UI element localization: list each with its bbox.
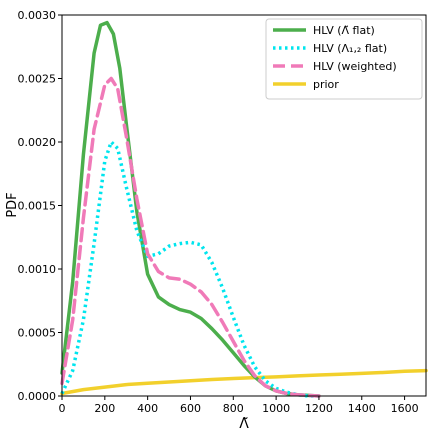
x-axis: 0 200 400 600 800 1000 1200 1400 1600 (59, 396, 419, 415)
x-tick-label: 400 (137, 402, 158, 415)
x-tick-label: 1000 (262, 402, 290, 415)
x-tick-label: 1600 (391, 402, 419, 415)
x-tick-label: 200 (94, 402, 115, 415)
x-tick-label: 0 (59, 402, 66, 415)
x-tick-label: 1400 (348, 402, 376, 415)
y-axis: 0.0000 0.0005 0.0010 0.0015 0.0020 0.0025 0.00… (18, 9, 62, 403)
series-line-2 (60, 76, 321, 398)
series-line-3 (60, 368, 428, 396)
y-tick-label: 0.0000 (18, 390, 57, 403)
y-tick-label: 0.0030 (18, 9, 57, 22)
y-tick-label: 0.0025 (18, 73, 57, 86)
legend-label-hlv-lambda12-flat: HLV (Λ₁,₂ flat) (313, 42, 387, 55)
x-tick-label: 600 (180, 402, 201, 415)
legend-label-hlv-weighted: HLV (weighted) (313, 60, 397, 73)
y-tick-label: 0.0020 (18, 136, 57, 149)
series-layer (60, 20, 428, 398)
series-line-1 (60, 140, 319, 398)
legend-label-hlv-lambda-flat: HLV (Λ̃ flat) (313, 24, 375, 37)
y-axis-label: PDF (5, 192, 20, 217)
legend-label-prior: prior (313, 78, 339, 91)
legend-box (265, 18, 423, 100)
legend: HLV (Λ̃ flat) HLV (Λ₁,₂ flat) HLV (weigh… (265, 18, 423, 100)
y-tick-label: 0.0010 (18, 263, 57, 276)
x-tick-label: 800 (223, 402, 244, 415)
x-axis-label: Λ̃ (239, 416, 249, 432)
y-tick-label: 0.0005 (18, 327, 57, 340)
y-tick-label: 0.0015 (18, 200, 57, 213)
x-tick-label: 1200 (305, 402, 333, 415)
